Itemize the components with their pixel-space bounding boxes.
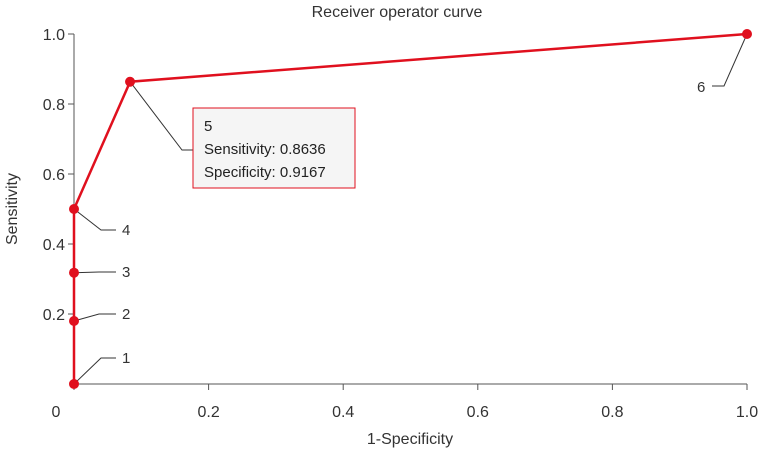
point-label: 1 [122, 350, 130, 367]
roc-point-6 [742, 29, 752, 39]
chart-title: Receiver operator curve [312, 4, 483, 21]
x-tick-label: 0 [52, 404, 61, 421]
label-leader-line [73, 271, 116, 274]
y-ticks: 0.2 0.4 0.6 0.8 1.0 [43, 27, 74, 324]
y-tick-label: 0.2 [43, 307, 65, 324]
roc-point-4 [69, 204, 79, 214]
point-labels: 1 2 3 4 6 [122, 79, 705, 367]
y-tick-label: 0.8 [43, 97, 65, 114]
point-label: 3 [122, 264, 130, 281]
y-tick-label: 0.6 [43, 167, 65, 184]
label-leader-line [73, 313, 116, 322]
label-leaders [73, 33, 748, 385]
tooltip-leader-line [129, 81, 193, 151]
tooltip-box [192, 107, 356, 189]
y-tick-label: 0.4 [43, 237, 65, 254]
roc-point-3 [69, 267, 79, 278]
y-axis-label: Sensitivity [4, 173, 21, 245]
tooltip-sensitivity: Sensitivity: 0.8636 [204, 141, 326, 158]
roc-point-2 [69, 316, 79, 326]
x-tick-label: 1.0 [736, 404, 758, 421]
roc-points [69, 29, 752, 389]
tooltip: 5 Sensitivity: 0.8636 Specificity: 0.916… [192, 107, 356, 189]
label-leader-line [73, 208, 116, 231]
x-tick-label: 0.2 [197, 404, 219, 421]
x-ticks: 0 0.2 0.4 0.6 0.8 1.0 [52, 384, 758, 421]
tooltip-specificity: Specificity: 0.9167 [204, 164, 326, 181]
x-tick-label: 0.4 [332, 404, 354, 421]
tooltip-title: 5 [204, 118, 212, 135]
point-label: 4 [122, 222, 130, 239]
point-label: 6 [697, 79, 705, 96]
label-leader-line [712, 33, 748, 87]
x-axis-label: 1-Specificity [367, 431, 453, 448]
roc-point-5 [125, 76, 136, 87]
x-tick-label: 0.6 [467, 404, 489, 421]
label-leader-line [73, 357, 116, 385]
roc-curve-line [72, 32, 748, 384]
point-label: 2 [122, 306, 130, 323]
y-tick-label: 1.0 [43, 27, 65, 44]
roc-point-1 [69, 379, 79, 389]
x-tick-label: 0.8 [601, 404, 623, 421]
